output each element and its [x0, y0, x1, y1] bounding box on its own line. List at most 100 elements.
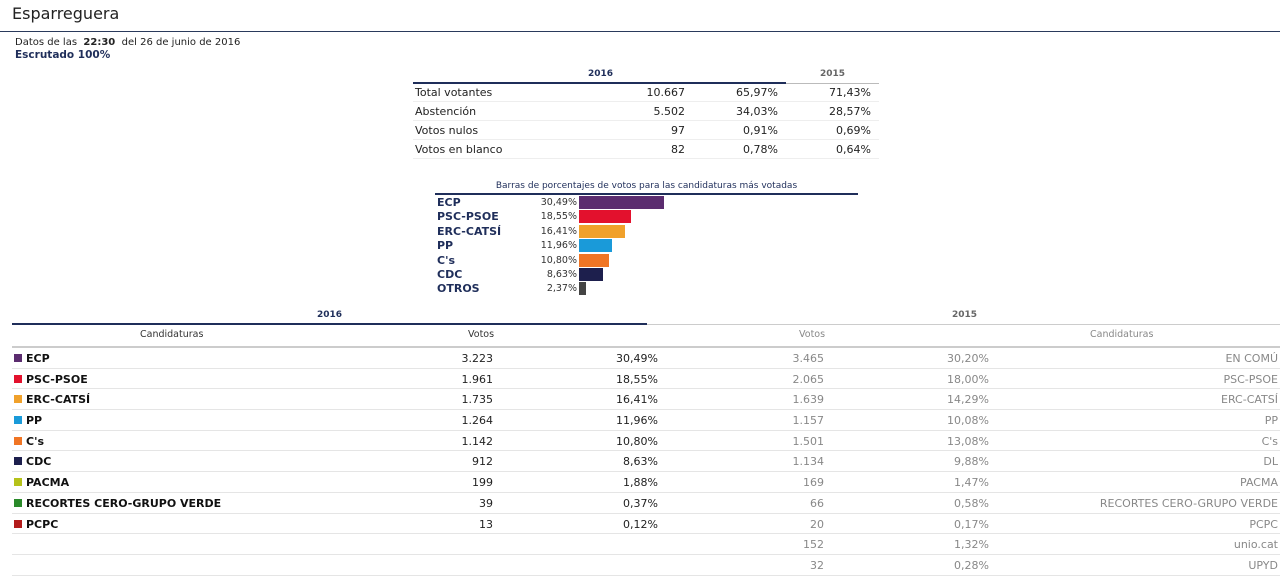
summary-header: 2016 2015	[413, 67, 879, 84]
summary-label: Abstención	[415, 105, 477, 118]
summary-rule-2016	[413, 82, 786, 84]
table-row: 152 1,32% unio.cat	[12, 534, 1280, 555]
party-color-swatch	[14, 395, 22, 404]
summary-label: Votos nulos	[415, 124, 479, 137]
summary-value: 82	[671, 143, 685, 156]
bar-row: PP 11,96%	[435, 238, 858, 253]
table-row: PP 1.264 11,96% 1.157 10,08% PP	[12, 410, 1280, 431]
bar-pct-label: 18,55%	[540, 211, 577, 223]
table-row: 32 0,28% UPYD	[12, 555, 1280, 576]
votes-2015: 32	[810, 558, 824, 572]
votes-2016: 1.264	[461, 414, 494, 428]
party-name: C's	[26, 434, 44, 448]
pct-2015: 0,17%	[954, 517, 989, 531]
party-name: PCPC	[26, 517, 59, 531]
pct-2015: 14,29%	[947, 393, 989, 407]
summary-pct: 34,03%	[736, 105, 778, 118]
party-color-swatch	[14, 478, 22, 487]
party-name: CDC	[26, 455, 52, 469]
data-time: 22:30	[83, 37, 116, 48]
pct-2015: 1,47%	[954, 476, 989, 490]
summary-pct-2015: 0,69%	[836, 124, 871, 137]
votes-2015: 1.134	[792, 455, 825, 469]
bar-party-name: PSC-PSOE	[437, 210, 499, 224]
pct-2016: 8,63%	[623, 455, 658, 469]
party-color-swatch	[14, 374, 22, 383]
summary-row: Votos en blanco 82 0,78% 0,64%	[413, 140, 879, 159]
bar-pct-label: 8,63%	[546, 268, 577, 280]
bars-caption: Barras de porcentajes de votos para las …	[495, 181, 798, 191]
party-name-2015: unio.cat	[1233, 538, 1278, 552]
col-candidaturas: Candidaturas	[140, 329, 204, 340]
pct-2016: 0,12%	[623, 517, 658, 531]
table-row: CDC 912 8,63% 1.134 9,88% DL	[12, 451, 1280, 473]
scrutiny-status: Escrutado 100%	[15, 49, 111, 61]
votes-2016: 199	[472, 476, 493, 490]
bar-pct-label: 30,49%	[540, 197, 577, 208]
bar-pct-label: 2,37%	[546, 283, 577, 295]
party-name: RECORTES CERO-GRUPO VERDE	[26, 496, 222, 510]
party-name-2015: EN COMÚ	[1225, 352, 1278, 365]
pct-2016: 11,96%	[616, 414, 658, 428]
party-name-2015: PP	[1264, 414, 1278, 428]
party-name: ERC-CATSÍ	[26, 393, 91, 407]
pct-2015: 0,58%	[954, 496, 989, 510]
data-date: del 26 de junio de 2016	[121, 37, 241, 48]
votes-2015: 1.639	[792, 393, 825, 407]
summary-pct: 0,78%	[743, 143, 778, 156]
results-column-header: Candidaturas Votos Votos Candidaturas	[12, 324, 1280, 348]
party-color-swatch	[14, 416, 22, 425]
party-name-2015: PACMA	[1240, 476, 1278, 490]
party-name-2015: C's	[1261, 434, 1278, 448]
bar-party-name: ECP	[437, 196, 461, 209]
data-prefix: Datos de las	[15, 37, 78, 48]
party-color-swatch	[14, 436, 22, 445]
results-year-2016: 2016	[317, 310, 343, 320]
votes-2016: 1.142	[461, 434, 494, 448]
col-votos-2015: Votos	[799, 329, 826, 340]
bar-fill	[579, 224, 625, 238]
bar-fill	[579, 267, 604, 281]
bar-fill	[579, 210, 631, 224]
pct-2016: 16,41%	[616, 393, 658, 407]
votes-2015: 169	[803, 476, 824, 490]
bar-fill	[579, 196, 664, 209]
votes-2015: 3.465	[792, 352, 825, 365]
bar-row: C's 10,80%	[435, 253, 858, 267]
party-color-swatch	[14, 457, 22, 466]
party-name-2015: UPYD	[1248, 558, 1278, 572]
votes-2016: 13	[479, 517, 493, 531]
results-rule-2015	[647, 324, 1280, 325]
bar-party-name: ERC-CATSÍ	[437, 224, 502, 238]
table-row: PSC-PSOE 1.961 18,55% 2.065 18,00% PSC-PSOE	[12, 369, 1280, 390]
pct-2015: 10,08%	[947, 414, 989, 428]
data-timestamp: Datos de las 22:30 del 26 de junio de 20…	[15, 37, 240, 49]
votes-2015: 20	[810, 517, 824, 531]
col-candidaturas-2015: Candidaturas	[1090, 329, 1154, 340]
pct-2015: 13,08%	[947, 434, 989, 448]
bar-pct-label: 16,41%	[540, 225, 577, 237]
party-name: PP	[26, 414, 43, 428]
pct-2016: 18,55%	[616, 372, 658, 386]
summary-label: Total votantes	[415, 86, 493, 99]
votes-2015: 1.157	[792, 414, 825, 428]
bar-row: ECP 30,49%	[435, 195, 858, 209]
bar-party-name: OTROS	[437, 282, 480, 296]
summary-pct-2015: 71,43%	[829, 86, 871, 99]
party-color-swatch	[14, 519, 22, 528]
summary-pct: 65,97%	[736, 86, 778, 99]
bar-row: CDC 8,63%	[435, 267, 858, 281]
party-name: PSC-PSOE	[26, 372, 88, 386]
summary-pct-2015: 0,64%	[836, 143, 871, 156]
votes-2016: 3.223	[461, 352, 494, 365]
bar-fill	[579, 253, 610, 267]
pct-2016: 0,37%	[623, 496, 658, 510]
summary-row: Total votantes 10.667 65,97% 71,43%	[413, 83, 879, 102]
votes-2015: 1.501	[792, 434, 825, 448]
bar-row: PSC-PSOE 18,55%	[435, 209, 858, 224]
party-name-2015: PCPC	[1249, 517, 1278, 531]
data-info: Datos de las 22:30 del 26 de junio de 20…	[15, 37, 240, 61]
party-name: PACMA	[26, 476, 70, 490]
summary-value: 5.502	[653, 105, 686, 118]
party-name: ECP	[26, 352, 50, 365]
